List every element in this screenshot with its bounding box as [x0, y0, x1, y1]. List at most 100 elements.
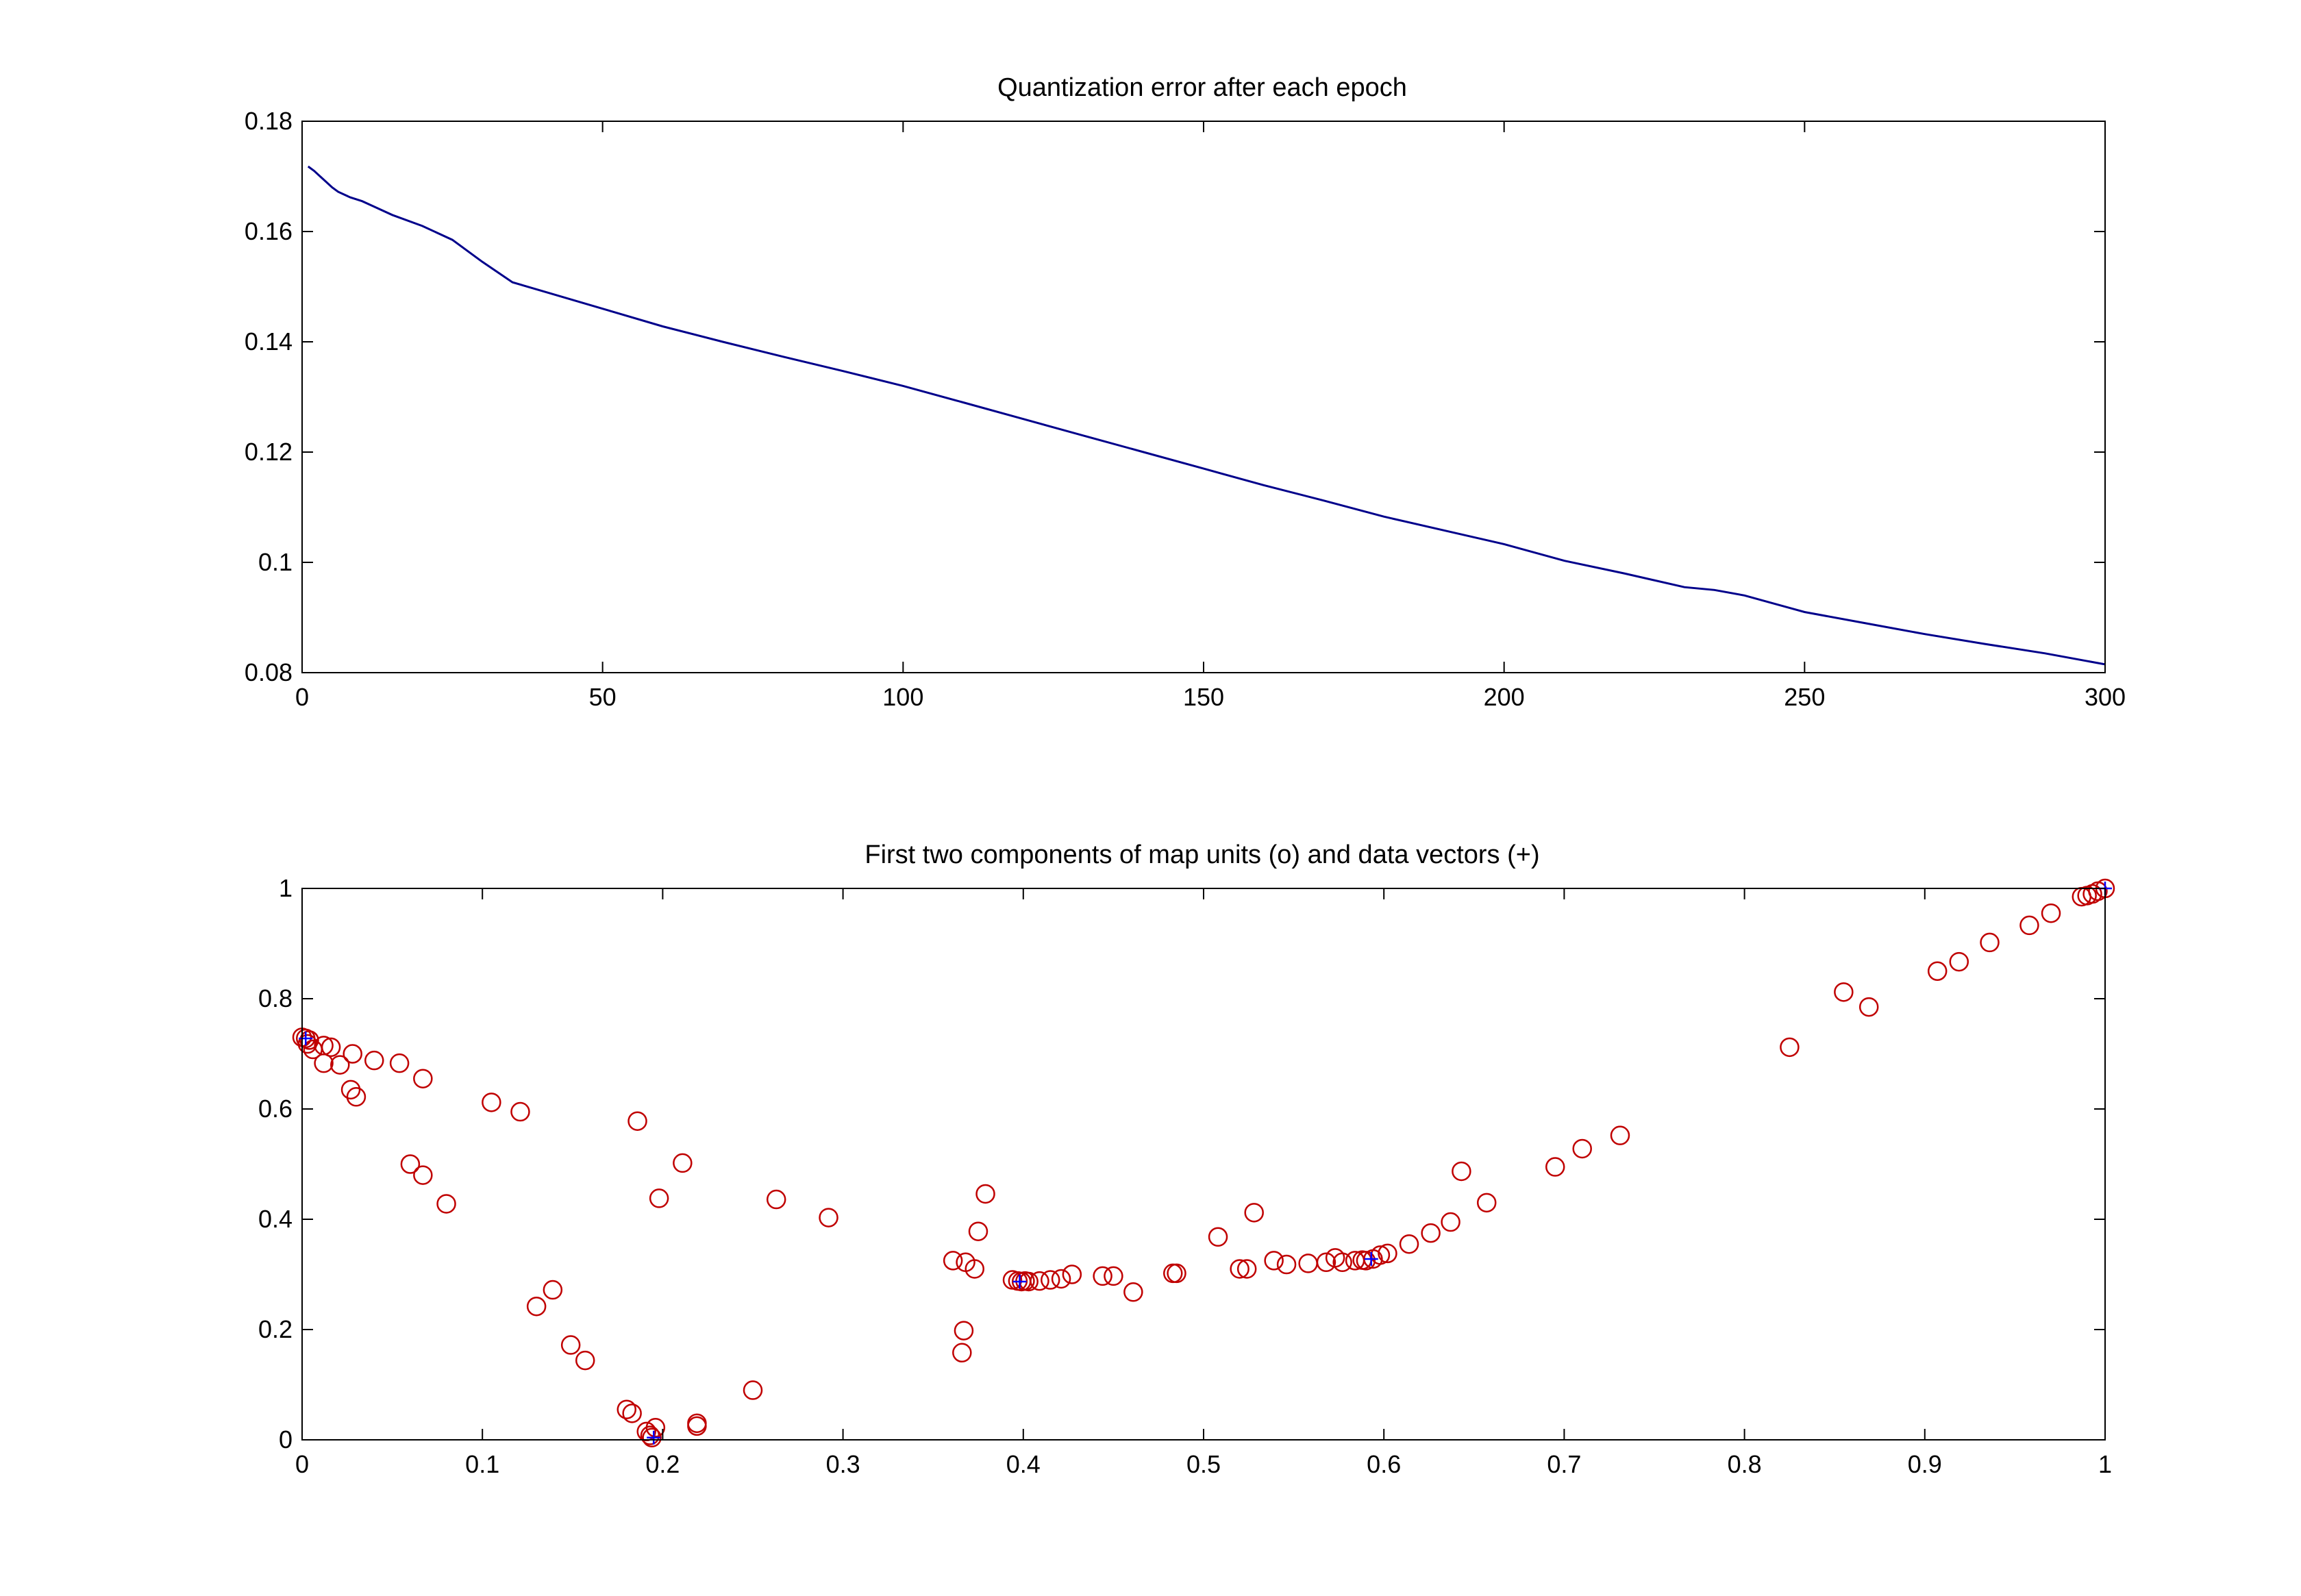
- map-unit-point: [673, 1153, 693, 1173]
- map-unit-point: [560, 1335, 581, 1355]
- map-unit-point: [617, 1399, 637, 1419]
- data-vector-point: [299, 1031, 313, 1045]
- map-unit-point: [649, 1188, 669, 1208]
- map-unit-point: [1276, 1254, 1297, 1275]
- map-unit-point: [1167, 1263, 1186, 1284]
- map-unit-point: [413, 1069, 433, 1088]
- map-unit-point: [330, 1055, 350, 1075]
- map-unit-point: [954, 1321, 974, 1341]
- x-tick-label: 100: [882, 683, 923, 711]
- map-unit-point: [297, 1034, 318, 1054]
- map-unit-point: [642, 1427, 662, 1448]
- data-vector-point: [1364, 1251, 1378, 1266]
- map-unit-point: [1980, 932, 2000, 953]
- map-unit-point: [1399, 1234, 1419, 1254]
- chart-title: Quantization error after each epoch: [997, 73, 1407, 102]
- y-tick-label: 0.18: [245, 107, 293, 135]
- x-tick-label: 300: [2085, 683, 2126, 711]
- y-tick-label: 0.16: [245, 217, 293, 245]
- map-unit-point: [400, 1154, 421, 1174]
- y-tick-label: 1: [279, 874, 293, 902]
- map-unit-point: [575, 1350, 595, 1371]
- map-unit-point: [436, 1194, 456, 1214]
- map-unit-point: [1610, 1125, 1630, 1145]
- map-unit-point: [819, 1208, 838, 1227]
- chart-map-units-scatter: First two components of map units (o) an…: [258, 840, 2115, 1478]
- y-tick-label: 0: [279, 1425, 293, 1454]
- plot-area: [292, 878, 2115, 1448]
- x-tick-label: 0: [295, 683, 309, 711]
- map-unit-point: [1230, 1259, 1249, 1279]
- y-tick-label: 0.8: [258, 984, 293, 1012]
- map-unit-point: [343, 1044, 362, 1064]
- map-unit-point: [346, 1087, 366, 1107]
- y-tick-label: 0.08: [245, 658, 293, 686]
- map-unit-point: [965, 1259, 984, 1279]
- x-tick-label: 200: [1484, 683, 1525, 711]
- axes-box: [301, 888, 2106, 1441]
- map-unit-point: [1780, 1037, 1800, 1058]
- map-unit-point: [389, 1053, 410, 1073]
- map-unit-point: [1545, 1157, 1565, 1177]
- plot-area: [307, 165, 2106, 666]
- x-tick-label: 0.1: [465, 1450, 499, 1478]
- axis-ticks: 0 50 100 150 200 250 300 0.08 0.1 0.12 0.14 0.16 0.1…: [245, 107, 2126, 711]
- map-unit-point: [627, 1111, 647, 1131]
- map-unit-point: [1834, 982, 1854, 1002]
- y-tick-label: 0.4: [258, 1205, 293, 1233]
- map-unit-point: [364, 1050, 384, 1071]
- y-tick-label: 0.12: [245, 438, 293, 466]
- map-unit-point: [1949, 951, 1969, 972]
- axes-box: [301, 121, 2106, 673]
- x-tick-label: 1: [2098, 1450, 2112, 1478]
- map-unit-point: [340, 1080, 361, 1100]
- map-unit-point: [1858, 997, 1879, 1017]
- chart-title: First two components of map units (o) an…: [865, 840, 1539, 869]
- map-unit-point: [1104, 1266, 1123, 1286]
- y-tick-label: 0.14: [245, 327, 293, 356]
- x-tick-label: 50: [589, 683, 617, 711]
- map-unit-point: [1244, 1203, 1264, 1223]
- y-tick-label: 0.1: [258, 548, 293, 576]
- map-unit-point: [1208, 1227, 1228, 1247]
- map-unit-point: [1441, 1212, 1460, 1232]
- x-tick-label: 0.2: [645, 1450, 680, 1478]
- y-tick-label: 0.2: [258, 1315, 293, 1343]
- map-unit-point: [413, 1165, 433, 1185]
- chart-quantization-error: Quantization error after each epoch 0 50 1…: [245, 73, 2126, 711]
- map-unit-point: [1316, 1252, 1336, 1273]
- map-unit-point: [543, 1280, 563, 1300]
- data-vector-point: [647, 1430, 661, 1445]
- x-tick-label: 0: [295, 1450, 309, 1478]
- map-unit-point: [482, 1093, 501, 1112]
- data-vector-point: [1012, 1274, 1027, 1288]
- map-unit-point: [1093, 1266, 1112, 1286]
- map-unit-point: [2019, 915, 2039, 936]
- map-unit-point: [645, 1418, 666, 1438]
- x-tick-label: 250: [1784, 683, 1825, 711]
- map-unit-point: [1123, 1282, 1143, 1302]
- map-unit-point: [1572, 1138, 1592, 1159]
- map-unit-point: [968, 1221, 988, 1241]
- x-tick-label: 0.7: [1547, 1450, 1581, 1478]
- map-unit-point: [1476, 1193, 1497, 1213]
- x-tick-label: 0.6: [1367, 1450, 1401, 1478]
- map-unit-point: [510, 1101, 530, 1122]
- x-tick-label: 150: [1183, 683, 1224, 711]
- map-unit-point: [314, 1053, 334, 1073]
- map-unit-point: [975, 1184, 995, 1204]
- map-unit-point: [526, 1296, 547, 1317]
- map-unit-point: [743, 1380, 763, 1400]
- x-tick-label: 0.5: [1186, 1450, 1221, 1478]
- y-tick-label: 0.6: [258, 1095, 293, 1123]
- x-tick-label: 0.3: [826, 1450, 860, 1478]
- map-unit-point: [1452, 1161, 1471, 1182]
- map-unit-point: [687, 1416, 707, 1436]
- map-unit-point: [1356, 1251, 1376, 1271]
- series-line: [307, 165, 2106, 666]
- map-unit-point: [952, 1343, 972, 1363]
- x-tick-label: 0.9: [1908, 1450, 1942, 1478]
- map-unit-point: [622, 1404, 642, 1423]
